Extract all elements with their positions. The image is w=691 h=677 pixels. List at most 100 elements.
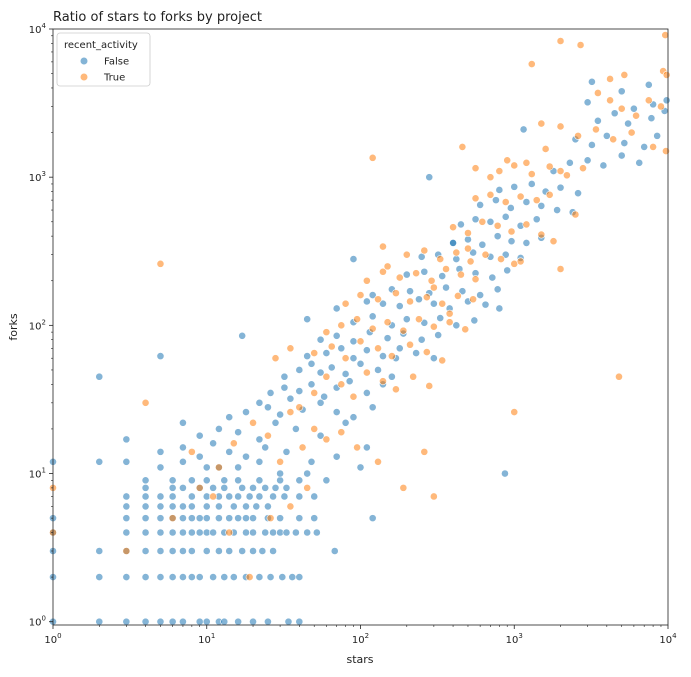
data-point	[392, 385, 400, 394]
data-point	[644, 80, 653, 89]
data-point	[122, 573, 131, 581]
data-point	[286, 344, 295, 353]
data-point	[417, 335, 426, 344]
data-point	[195, 483, 204, 492]
data-point	[202, 547, 211, 555]
data-point	[316, 398, 325, 407]
data-point	[420, 318, 429, 327]
data-point	[379, 377, 387, 386]
data-point	[156, 573, 165, 581]
data-point	[368, 312, 377, 321]
data-point	[501, 198, 510, 206]
data-point	[141, 476, 150, 485]
data-point	[374, 457, 382, 466]
axes: 100 101 102 103 104 100 101 102 103 104	[29, 22, 677, 646]
data-point	[349, 392, 358, 401]
data-point	[353, 443, 361, 452]
legend-title: recent_activity	[64, 40, 138, 51]
data-point	[522, 220, 531, 229]
data-point	[395, 344, 404, 353]
data-point	[471, 215, 480, 224]
data-point	[341, 370, 350, 378]
data-point	[495, 304, 504, 313]
data-point	[486, 190, 495, 199]
data-point	[495, 186, 504, 194]
data-point	[457, 220, 465, 229]
data-point	[316, 368, 325, 377]
data-point	[168, 483, 177, 492]
data-point	[588, 141, 596, 149]
data-point	[141, 514, 150, 523]
data-point	[387, 372, 396, 381]
data-point	[295, 476, 304, 485]
data-point	[303, 483, 312, 492]
data-point	[234, 617, 243, 626]
x-axis-label: stars	[346, 653, 373, 666]
data-point	[594, 89, 602, 97]
data-point	[288, 573, 297, 581]
data-point	[471, 194, 480, 203]
data-point	[332, 452, 341, 461]
data-point	[486, 217, 495, 226]
data-point	[141, 547, 150, 555]
data-point	[179, 418, 187, 427]
data-point	[195, 431, 204, 440]
data-point	[330, 547, 339, 555]
data-point	[556, 167, 565, 175]
data-point	[445, 309, 454, 318]
data-point	[156, 547, 165, 555]
data-point	[295, 403, 304, 412]
data-point	[356, 359, 365, 368]
data-point	[452, 255, 461, 263]
data-point	[442, 283, 450, 292]
data-point	[507, 237, 516, 246]
data-point	[617, 151, 626, 160]
data-point	[234, 492, 243, 501]
data-point	[168, 573, 177, 581]
x-tick-label: 101	[198, 632, 215, 646]
data-point	[156, 447, 165, 456]
data-point	[122, 435, 131, 444]
data-point	[225, 528, 234, 537]
series-true	[49, 31, 671, 581]
data-point	[280, 383, 289, 392]
data-point	[255, 573, 264, 581]
data-point	[402, 250, 411, 259]
data-point	[374, 366, 382, 374]
x-tick-label: 100	[44, 632, 61, 646]
data-point	[402, 315, 411, 324]
data-point	[264, 617, 272, 626]
data-point	[420, 246, 429, 255]
data-point	[202, 502, 211, 511]
data-point	[295, 366, 304, 374]
data-point	[327, 363, 336, 372]
data-point	[583, 156, 592, 165]
data-point	[606, 96, 614, 105]
data-point	[122, 457, 131, 466]
data-point	[662, 147, 670, 155]
data-point	[179, 547, 187, 555]
data-point	[402, 270, 411, 279]
data-point	[156, 617, 165, 626]
data-point	[522, 239, 531, 247]
data-point	[657, 102, 665, 111]
data-point	[493, 285, 502, 294]
data-point	[179, 514, 187, 523]
data-point	[209, 483, 218, 492]
data-point	[541, 145, 550, 153]
data-point	[579, 164, 587, 173]
data-point	[242, 502, 250, 511]
data-point	[368, 514, 377, 523]
data-point	[179, 443, 187, 452]
data-point	[356, 463, 365, 472]
data-point	[647, 114, 656, 123]
data-point	[249, 514, 257, 523]
data-point	[406, 297, 414, 306]
data-point	[220, 476, 229, 485]
data-point	[312, 528, 321, 537]
data-point	[635, 158, 644, 167]
data-point	[606, 75, 614, 83]
data-point	[187, 573, 196, 581]
data-point	[215, 547, 223, 555]
